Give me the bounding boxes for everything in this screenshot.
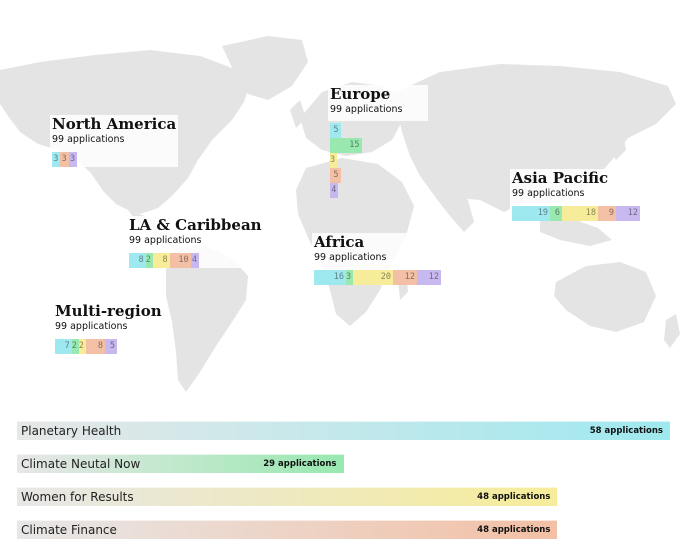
region-name: LA & Caribbean <box>129 216 262 234</box>
region-name: Multi-region <box>55 302 162 320</box>
region-bar-segment: 6 <box>550 206 562 221</box>
asia-landmass <box>396 64 676 212</box>
region-bar-segment: 9 <box>598 206 616 221</box>
program-bar-label: Climate Neutal Now <box>21 457 141 471</box>
region-name: Asia Pacific <box>512 169 609 187</box>
region-bar-segment: 12 <box>393 270 417 285</box>
region-stacked-bar: 8 2 8 10 4 <box>129 253 262 268</box>
region-application-count: 99 applications <box>512 188 585 199</box>
world-map <box>0 36 680 392</box>
region-stacked-bar: 16 3 20 12 12 <box>314 270 441 285</box>
region-bar-segment: 8 <box>129 253 146 268</box>
region-bar-segment: 12 <box>616 206 640 221</box>
region-europe: Europe 99 applications <box>328 85 428 121</box>
region-bar-segment: 5 <box>104 339 117 354</box>
region-bar-segment: 5 <box>330 168 341 183</box>
region-bar-segment: 16 <box>314 270 346 285</box>
region-africa: Africa 99 applications 16 3 20 12 12 <box>312 233 443 285</box>
southeast-asia-islands <box>540 218 612 246</box>
south-asia-landmass <box>420 176 474 232</box>
region-name: Europe <box>330 85 391 103</box>
region-bar-segment: 18 <box>562 206 598 221</box>
region-application-count: 99 applications <box>330 104 403 115</box>
region-bar-segment: 8 <box>152 253 170 268</box>
program-bar: Climate Neutal Now 29 applications <box>17 454 344 473</box>
region-bar-segment: 2 <box>145 253 153 268</box>
region-bar-segment: 3 <box>52 152 61 167</box>
region-bar-segment: 4 <box>190 253 199 268</box>
australia-landmass <box>554 262 656 332</box>
program-bar-value-label: 48 applications <box>477 492 551 502</box>
region-bar-segment: 10 <box>169 253 191 268</box>
region-bar-segment: 7 <box>55 339 72 354</box>
region-bar-segment: 5 <box>330 123 341 138</box>
region-bar-segment: 3 <box>346 270 353 285</box>
region-bar-segment: 4 <box>330 183 339 198</box>
region-bar-segment: 2 <box>78 339 86 354</box>
region-application-count: 99 applications <box>314 252 387 263</box>
region-bar-segment: 3 <box>60 152 69 167</box>
program-bar: Women for Results 48 applications <box>17 487 558 506</box>
program-bar-value-label: 48 applications <box>477 525 551 535</box>
region-asia-pacific: Asia Pacific 99 applications 19 6 18 9 12 <box>510 169 642 221</box>
uk-landmass <box>290 100 306 128</box>
region-bar-segment: 20 <box>353 270 393 285</box>
region-bar-segment: 2 <box>71 339 79 354</box>
program-bar-label: Planetary Health <box>21 424 122 438</box>
region-name: Africa <box>314 233 365 251</box>
region-name: North America <box>52 115 177 133</box>
region-bar-segment: 3 <box>68 152 78 167</box>
greenland-landmass <box>222 36 308 100</box>
new-zealand-landmass <box>664 314 680 348</box>
region-application-count: 99 applications <box>52 134 125 145</box>
region-application-count: 99 applications <box>129 235 202 246</box>
program-bar-value-label: 29 applications <box>263 459 337 469</box>
region-bar-segment: 3 <box>330 153 337 168</box>
program-bar-label: Climate Finance <box>21 523 117 537</box>
region-bar-segment: 15 <box>330 138 362 153</box>
region-bar-segment: 12 <box>417 270 441 285</box>
program-bar-label: Women for Results <box>21 490 134 504</box>
region-bar-segment: 19 <box>512 206 550 221</box>
region-stacked-bar: 5 15 3 5 4 <box>330 123 362 198</box>
japan-landmass <box>610 128 626 160</box>
program-bar: Planetary Health 58 applications <box>17 421 670 440</box>
region-application-count: 99 applications <box>55 321 128 332</box>
region-la-caribbean: LA & Caribbean 99 applications 8 2 8 10 4 <box>127 216 264 268</box>
region-stacked-bar: 19 6 18 9 12 <box>512 206 640 221</box>
program-bar-value-label: 58 applications <box>589 426 663 436</box>
south-america-landmass <box>166 246 248 392</box>
region-bar-segment: 8 <box>85 339 105 354</box>
program-bar: Climate Finance 48 applications <box>17 520 558 539</box>
